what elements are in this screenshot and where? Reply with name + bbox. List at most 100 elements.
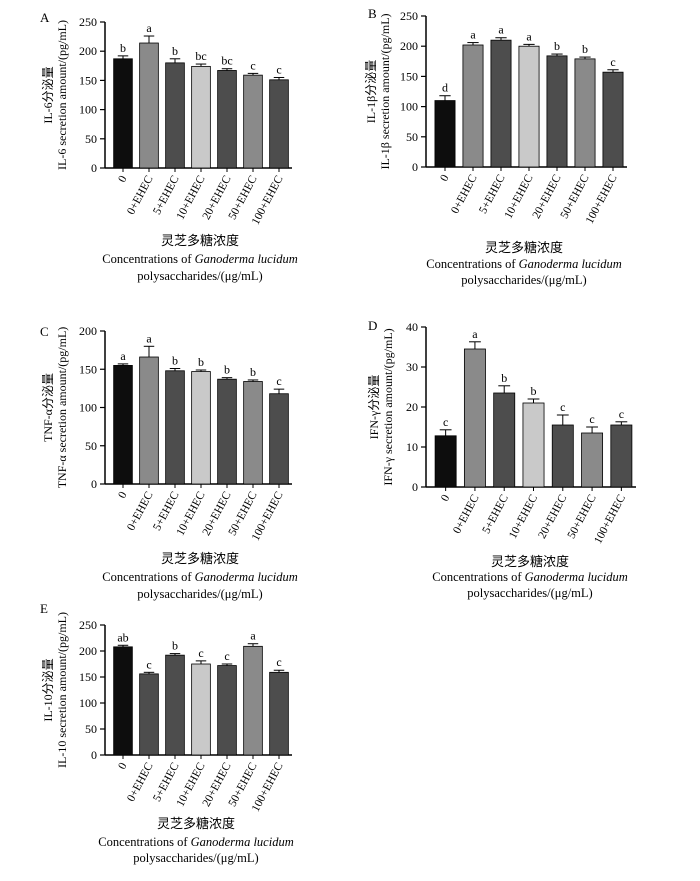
y-axis-label-en: TNF-α secretion amount/(pg/mL) <box>55 327 69 489</box>
y-tick-label: 40 <box>406 320 418 334</box>
x-tick-label: 0 <box>116 761 129 772</box>
bar <box>191 65 211 169</box>
y-tick-label: 150 <box>79 670 97 684</box>
y-axis-label-en: IL-6 secretion amount/(pg/mL) <box>55 20 69 170</box>
significance-letter: a <box>526 29 532 43</box>
y-tick-label: 150 <box>79 362 97 376</box>
panel-label: D <box>368 318 377 333</box>
significance-letter: b <box>501 371 507 385</box>
bar <box>610 424 633 488</box>
y-axis-label-cn: IL-10分泌量 <box>41 658 55 721</box>
x-axis-label-en-prefix: Concentrations of <box>426 257 518 271</box>
significance-letter: a <box>470 28 476 42</box>
x-axis-label-cn: 灵芝多糖浓度 <box>491 554 569 569</box>
x-axis-label-cn: 灵芝多糖浓度 <box>161 233 239 248</box>
panel-label: B <box>368 6 377 21</box>
y-tick-label: 100 <box>79 696 97 710</box>
panel-label: C <box>40 324 49 339</box>
significance-letter: a <box>146 331 152 345</box>
bar <box>434 100 456 168</box>
significance-letter: b <box>554 39 560 53</box>
significance-letter: b <box>120 41 126 55</box>
significance-letter: a <box>250 629 256 643</box>
chart-panel-e: E IL-10分泌量 IL-10 secretion amount/(pg/mL) 0… <box>40 601 294 865</box>
significance-letter: c <box>276 374 281 388</box>
y-tick-label: 0 <box>91 748 97 762</box>
significance-letter: c <box>443 415 448 429</box>
bar <box>113 646 133 756</box>
significance-letter: ab <box>117 630 128 644</box>
y-tick-label: 50 <box>85 132 97 146</box>
x-tick-label: 10+EHEC <box>507 492 540 540</box>
bar <box>217 378 237 485</box>
x-tick-label: 0+EHEC <box>449 172 480 215</box>
y-tick-label: 50 <box>85 722 97 736</box>
x-axis-label-en: Concentrations of Ganoderma lucidum <box>426 257 621 271</box>
x-tick-label: 50+EHEC <box>566 492 599 540</box>
bar <box>139 42 159 169</box>
x-axis-label-en-species: Ganoderma lucidum <box>191 835 294 849</box>
significance-letter: b <box>172 353 178 367</box>
significance-letter: a <box>472 327 478 341</box>
significance-letter: b <box>224 363 230 377</box>
bar <box>243 645 263 756</box>
x-axis-label-en-line2: polysaccharides/(μg/mL) <box>467 586 592 600</box>
y-tick-label: 100 <box>79 103 97 117</box>
significance-letter: bc <box>221 54 232 68</box>
significance-letter: c <box>560 400 565 414</box>
bar <box>269 671 289 756</box>
y-tick-label: 50 <box>85 439 97 453</box>
y-axis-label-en: IFN-γ secretion amount/(pg/mL) <box>381 328 395 485</box>
significance-letter: c <box>589 412 594 426</box>
significance-letter: c <box>146 657 151 671</box>
panel-label: E <box>40 601 48 616</box>
y-tick-label: 0 <box>412 160 418 174</box>
y-tick-label: 250 <box>400 9 418 23</box>
y-tick-label: 250 <box>79 618 97 632</box>
significance-letter: a <box>498 23 504 37</box>
bar <box>551 424 574 488</box>
bar <box>518 45 540 168</box>
x-axis-label-en-prefix: Concentrations of <box>102 570 194 584</box>
y-tick-label: 100 <box>79 401 97 415</box>
y-axis-label-cn: IL-1β分泌量 <box>364 60 378 123</box>
x-tick-label: 5+EHEC <box>477 172 508 215</box>
chart-panel-c: C TNF-α分泌量 TNF-α secretion amount/(pg/mL) 0… <box>40 324 298 601</box>
bar <box>490 39 512 168</box>
significance-letter: c <box>619 407 624 421</box>
significance-letter: c <box>610 55 615 69</box>
significance-letter: b <box>172 639 178 653</box>
bar <box>462 44 484 168</box>
significance-letter: a <box>146 21 152 35</box>
significance-letter: c <box>276 62 281 76</box>
x-axis-label-en: Concentrations of Ganoderma lucidum <box>102 252 297 266</box>
x-axis-label-en-prefix: Concentrations of <box>98 835 190 849</box>
significance-letter: c <box>198 646 203 660</box>
x-axis-label-en-prefix: Concentrations of <box>432 570 524 584</box>
bar <box>191 371 211 485</box>
x-tick-label: 0 <box>438 173 451 184</box>
x-axis-label-en-line2: polysaccharides/(μg/mL) <box>137 587 262 601</box>
x-axis-label-en-species: Ganoderma lucidum <box>525 570 628 584</box>
bar <box>191 663 211 756</box>
significance-letter: b <box>198 355 204 369</box>
significance-letter: c <box>224 649 229 663</box>
x-axis-label-cn: 灵芝多糖浓度 <box>157 816 235 831</box>
bar <box>217 70 237 169</box>
bar <box>581 432 604 488</box>
bar <box>165 62 185 169</box>
x-axis-label-en-species: Ganoderma lucidum <box>519 257 622 271</box>
significance-letter: d <box>442 81 448 95</box>
x-axis-label-en-prefix: Concentrations of <box>102 252 194 266</box>
x-tick-label: 5+EHEC <box>480 492 511 535</box>
x-axis-label-en-line2: polysaccharides/(μg/mL) <box>133 851 258 865</box>
bar <box>269 79 289 169</box>
bar <box>243 381 263 485</box>
y-tick-label: 100 <box>400 100 418 114</box>
y-axis-label-cn: IFN-γ分泌量 <box>367 375 381 440</box>
x-axis-label-cn: 灵芝多糖浓度 <box>485 240 563 255</box>
bar <box>522 402 545 488</box>
chart-panel-d: D IFN-γ分泌量 IFN-γ secretion amount/(pg/mL) 0… <box>367 318 636 600</box>
panel-label: A <box>40 10 50 25</box>
